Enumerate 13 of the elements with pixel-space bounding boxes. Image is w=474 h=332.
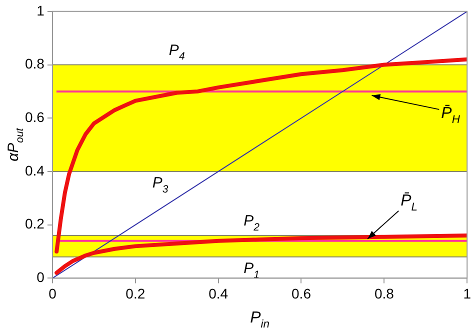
x-tick-label: 0.6 bbox=[292, 285, 312, 302]
y-tick-label: 0.8 bbox=[24, 56, 45, 72]
y-tick-label: 1 bbox=[36, 2, 45, 18]
x-tick-label: 0.2 bbox=[126, 285, 146, 302]
y-tick-label: 0.2 bbox=[24, 216, 45, 232]
y-tick-label: 0.6 bbox=[24, 108, 45, 125]
y-tick-label: 0.4 bbox=[24, 162, 45, 178]
x-tick-label: 0.4 bbox=[208, 285, 228, 302]
x-tick-label: 0 bbox=[48, 285, 57, 302]
x-tick-label: 1 bbox=[463, 285, 472, 302]
y-axis-title: αPout bbox=[5, 127, 26, 162]
y-tick-label: 0 bbox=[36, 269, 45, 286]
x-tick-label: 0.8 bbox=[374, 285, 394, 302]
